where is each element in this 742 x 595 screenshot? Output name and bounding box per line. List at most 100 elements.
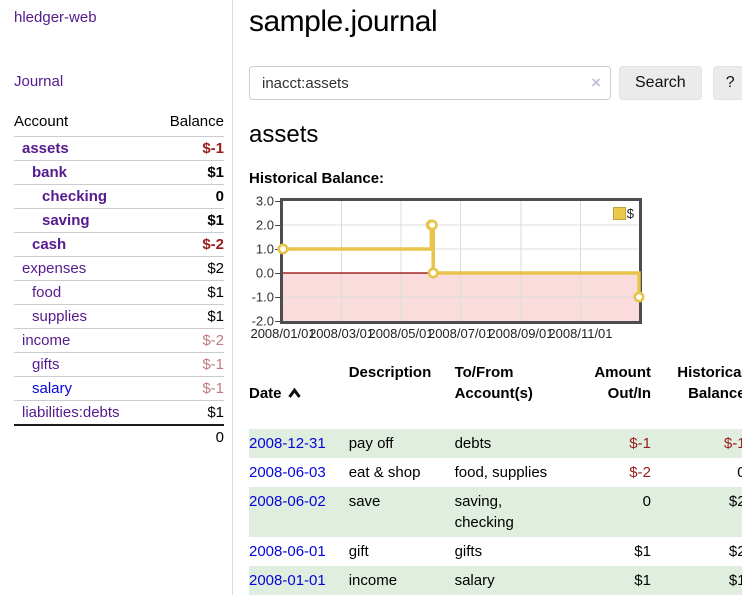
- transaction-balance: $1: [728, 572, 742, 589]
- chart-plot-area: $: [277, 198, 645, 324]
- account-balance: $1: [152, 304, 224, 329]
- account-link-liabilities-debts[interactable]: liabilities:debts: [22, 403, 120, 421]
- account-balance: $-2: [152, 328, 224, 353]
- account-balance: $1: [152, 400, 224, 425]
- y-tick-mark: [275, 249, 280, 250]
- account-balance: $1: [152, 208, 224, 233]
- y-tick-mark: [275, 297, 280, 298]
- y-tick-label: 1.0: [255, 241, 274, 257]
- chart-legend: $: [612, 206, 634, 221]
- y-tick-label: 0.0: [255, 265, 274, 281]
- accounts-total-value: 0: [152, 423, 224, 449]
- sort-ascending-icon: [287, 388, 301, 398]
- account-row-cash: cash $-2: [14, 232, 224, 257]
- x-tick-label: 2008/09/01: [488, 326, 554, 341]
- transaction-date-link[interactable]: 2008-01-01: [249, 572, 326, 589]
- chart-x-axis: 2008/01/01 2008/03/01 2008/05/01 2008/07/01…: [250, 326, 642, 342]
- x-tick-label: 2008/03/01: [308, 326, 375, 341]
- account-balance: $2: [152, 256, 224, 281]
- transaction-amount: $-1: [629, 435, 651, 452]
- historical-balance-chart: 3.0 2.0 1.0 0.0 -1.0 -2.0 $ 2008/01/01 2008/03…: [249, 194, 742, 342]
- account-row-checking: checking 0: [14, 184, 224, 209]
- chart-line-svg: [277, 201, 645, 321]
- app-title-link[interactable]: hledger-web: [14, 9, 97, 26]
- page-title: sample.journal: [249, 5, 438, 38]
- transaction-description: eat & shop: [348, 464, 421, 481]
- account-balance: 0: [152, 184, 224, 209]
- register-table: Date Description To/From Account(s) Amou…: [249, 359, 742, 595]
- transaction-accounts: salary: [454, 572, 495, 589]
- transaction-row: 2008-06-01 gift gifts $1 $2: [249, 537, 742, 566]
- account-link-expenses[interactable]: expenses: [22, 260, 87, 277]
- account-link-assets[interactable]: assets: [22, 140, 69, 157]
- account-link-cash[interactable]: cash: [32, 236, 67, 253]
- account-link-bank[interactable]: bank: [32, 164, 68, 181]
- help-button[interactable]: ?: [712, 66, 742, 100]
- transaction-date-link[interactable]: 2008-06-01: [249, 543, 326, 560]
- transaction-amount: $1: [634, 572, 651, 589]
- legend-swatch-icon: [612, 207, 626, 220]
- transaction-balance: $2: [728, 493, 742, 510]
- register-header-description: Description: [348, 364, 432, 381]
- y-tick-label: 3.0: [255, 193, 274, 209]
- search-form: × Search ?: [249, 66, 742, 100]
- account-row-bank: bank $1: [14, 160, 224, 185]
- account-row-income: income $-2: [14, 328, 224, 353]
- transaction-date-link[interactable]: 2008-06-02: [249, 493, 326, 510]
- transaction-amount: 0: [642, 493, 651, 510]
- account-link-checking[interactable]: checking: [42, 188, 108, 205]
- account-row-expenses: expenses $2: [14, 256, 224, 281]
- account-balance: $1: [152, 280, 224, 305]
- account-link-gifts[interactable]: gifts: [32, 356, 60, 373]
- transaction-row: 2008-12-31 pay off debts $-1 $-1: [249, 429, 742, 458]
- register-header-date[interactable]: Date: [249, 359, 349, 429]
- accounts-total-row: 0: [14, 423, 224, 449]
- legend-label: $: [626, 206, 634, 221]
- transaction-balance: 0: [737, 464, 742, 481]
- accounts-header-account: Account: [14, 113, 69, 130]
- transaction-row: 2008-06-02 save saving, checking 0 $2: [249, 487, 742, 537]
- account-row-gifts: gifts $-1: [14, 352, 224, 377]
- x-tick-label: 2008/05/01: [368, 326, 434, 341]
- account-link-food[interactable]: food: [32, 284, 62, 301]
- register-header-amount: Amount Out/In: [594, 364, 651, 402]
- sidebar: hledger-web Journal Account Balance asse…: [0, 0, 233, 595]
- transaction-balance: $-1: [723, 435, 742, 452]
- register-header-tofrom: To/From Account(s): [454, 364, 533, 402]
- x-tick-label: 2008/11/01: [548, 326, 613, 341]
- account-balance: $-2: [152, 232, 224, 257]
- chart-y-axis: 3.0 2.0 1.0 0.0 -1.0 -2.0: [249, 194, 280, 329]
- account-balance: $-1: [152, 352, 224, 377]
- account-balance: $1: [152, 160, 224, 185]
- sidebar-item-journal[interactable]: Journal: [14, 73, 64, 90]
- y-tick-label: 2.0: [255, 217, 274, 233]
- transaction-row: 2008-01-01 income salary $1 $1: [249, 566, 742, 595]
- account-balance: $-1: [152, 136, 224, 161]
- account-balance: $-1: [152, 376, 224, 401]
- account-link-salary[interactable]: salary: [32, 380, 73, 397]
- account-row-supplies: supplies $1: [14, 304, 224, 329]
- account-row-saving: saving $1: [14, 208, 224, 233]
- account-page-title: assets: [249, 121, 319, 148]
- clear-search-icon[interactable]: ×: [591, 73, 601, 92]
- transaction-date-link[interactable]: 2008-06-03: [249, 464, 326, 481]
- account-link-income[interactable]: income: [22, 332, 71, 349]
- transaction-amount: $-2: [629, 464, 651, 481]
- transaction-accounts: saving, checking: [454, 493, 514, 531]
- account-row-salary: salary $-1: [14, 376, 224, 401]
- x-tick-label: 2008/07/01: [427, 326, 494, 341]
- account-link-supplies[interactable]: supplies: [32, 308, 88, 325]
- main-content: sample.journal × Search ? assets Histori…: [233, 0, 742, 595]
- transaction-description: gift: [348, 543, 369, 560]
- register-header-balance: Historical Balance: [677, 364, 742, 402]
- transaction-row: 2008-06-03 eat & shop food, supplies $-2…: [249, 458, 742, 487]
- transaction-date-link[interactable]: 2008-12-31: [249, 435, 326, 452]
- chart-title: Historical Balance:: [249, 170, 385, 187]
- account-link-saving[interactable]: saving: [42, 212, 90, 229]
- accounts-header-balance: Balance: [169, 113, 224, 130]
- search-input[interactable]: [249, 66, 611, 100]
- y-tick-mark: [275, 321, 280, 322]
- y-tick-mark: [275, 201, 280, 202]
- search-button[interactable]: Search: [619, 66, 702, 100]
